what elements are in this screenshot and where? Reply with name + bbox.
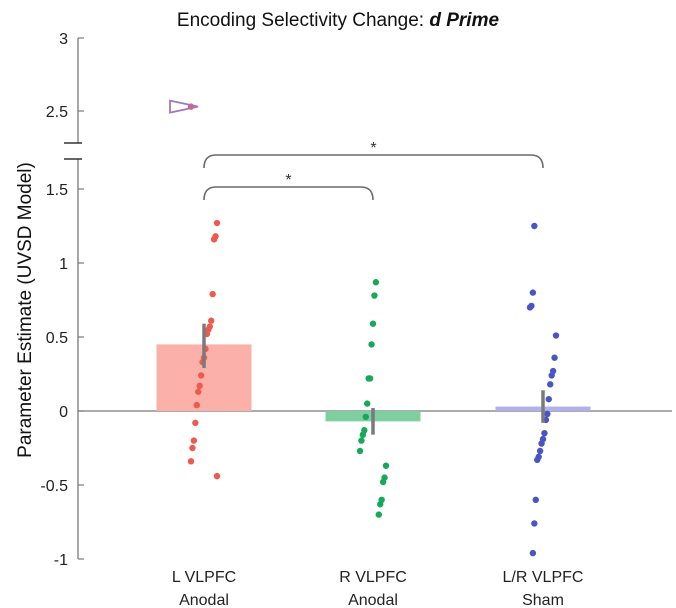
point-1-3 — [368, 341, 375, 348]
point-1-6 — [364, 400, 371, 407]
point-0-15 — [193, 401, 200, 409]
point-1-17 — [375, 511, 382, 518]
x-tick-label-2-line1: L/R VLPFC — [503, 569, 584, 586]
point-2-14 — [538, 440, 545, 447]
point-2-19 — [531, 520, 538, 527]
point-0-20 — [213, 472, 221, 480]
point-2-8 — [547, 381, 554, 388]
point-1-11 — [356, 447, 364, 455]
point-1-0 — [372, 279, 380, 286]
point-2-3 — [526, 304, 534, 311]
point-1-1 — [371, 292, 378, 299]
significance-bracket-1 — [203, 154, 544, 169]
point-2-9 — [545, 395, 552, 403]
point-0-5 — [208, 317, 215, 324]
outlier-marker — [169, 99, 199, 114]
chart-title: Encoding Selectivity Change: d Prime — [0, 10, 676, 32]
point-2-7 — [548, 372, 555, 379]
point-2-10 — [544, 410, 551, 418]
point-2-0 — [531, 222, 538, 230]
significance-label-0: * — [285, 172, 291, 189]
point-2-12 — [541, 430, 548, 437]
point-0-3 — [210, 236, 218, 243]
point-2-4 — [552, 332, 560, 339]
point-1-7 — [362, 413, 369, 421]
chart-title-emphasis: d Prime — [429, 10, 500, 31]
chart-title-prefix: Encoding Selectivity Change: — [176, 10, 430, 31]
x-tick-label-0-line2: Anodal — [179, 592, 229, 608]
point-2-1 — [529, 289, 537, 296]
point-0-18 — [189, 444, 196, 452]
point-0-16 — [192, 419, 199, 427]
point-1-10 — [358, 437, 365, 444]
point-0-13 — [196, 382, 203, 390]
point-0-1 — [213, 219, 221, 227]
point-0-14 — [195, 388, 202, 395]
x-tick-label-1-line1: R VLPFC — [339, 569, 407, 586]
y-tick-label-1: -0.5 — [40, 478, 68, 495]
point-1-9 — [359, 431, 367, 438]
point-0-4 — [209, 290, 216, 298]
point-2-20 — [529, 549, 537, 557]
significance-bracket-0 — [203, 186, 374, 201]
point-1-5 — [365, 375, 372, 382]
x-tick-label-0-line1: L VLPFC — [172, 569, 236, 586]
y-tick-label-7: 3 — [59, 31, 68, 48]
y-tick-label-0: -1 — [54, 552, 68, 569]
y-tick-label-3: 0.5 — [46, 330, 68, 347]
x-tick-label-1-line2: Anodal — [348, 592, 398, 608]
significance-label-1: * — [370, 140, 376, 157]
point-1-2 — [369, 320, 377, 327]
point-2-15 — [536, 447, 544, 455]
point-1-14 — [379, 478, 387, 486]
y-tick-label-5: 1.5 — [46, 182, 68, 199]
y-tick-label-4: 1 — [59, 256, 68, 273]
point-1-16 — [377, 501, 384, 508]
point-2-17 — [534, 456, 541, 464]
point-2-5 — [551, 354, 558, 361]
point-0-12 — [197, 372, 205, 379]
x-tick-label-2-line2: Sham — [522, 592, 564, 608]
point-0-17 — [190, 437, 198, 444]
y-tick-label-6: 2.5 — [46, 104, 68, 121]
point-1-12 — [382, 462, 390, 469]
y-tick-label-2: 0 — [59, 404, 68, 421]
point-0-19 — [187, 458, 195, 465]
point-2-18 — [532, 496, 539, 503]
